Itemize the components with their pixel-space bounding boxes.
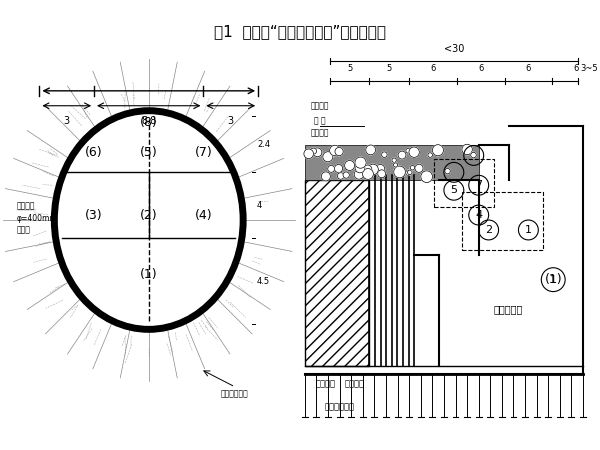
Text: 4: 4 xyxy=(475,210,482,220)
Text: φ=400mm: φ=400mm xyxy=(17,214,58,223)
Circle shape xyxy=(313,148,322,157)
Text: <30: <30 xyxy=(443,44,464,54)
Text: 7: 7 xyxy=(475,180,482,190)
Text: (5): (5) xyxy=(140,146,158,159)
Circle shape xyxy=(362,169,373,180)
Circle shape xyxy=(344,161,355,171)
Bar xyxy=(305,145,479,180)
Ellipse shape xyxy=(55,111,243,329)
Text: (4): (4) xyxy=(194,208,212,221)
Circle shape xyxy=(428,153,433,157)
Bar xyxy=(305,180,370,366)
Text: 置筋底层: 置筋底层 xyxy=(310,128,329,137)
Circle shape xyxy=(394,163,398,167)
Circle shape xyxy=(323,152,333,162)
Circle shape xyxy=(328,166,335,172)
Text: 8: 8 xyxy=(470,150,477,161)
Circle shape xyxy=(329,145,340,156)
Circle shape xyxy=(378,170,386,178)
Text: (1): (1) xyxy=(544,273,562,286)
Circle shape xyxy=(334,164,343,173)
Circle shape xyxy=(411,148,419,156)
Text: 水管棚: 水管棚 xyxy=(17,225,31,234)
Text: 4.5: 4.5 xyxy=(257,277,270,286)
Text: (2): (2) xyxy=(140,208,158,221)
Text: 5: 5 xyxy=(347,64,352,73)
Circle shape xyxy=(407,170,412,175)
Text: (1): (1) xyxy=(140,268,158,281)
Text: 图1  河底段“三台阶七步法”施工步序图: 图1 河底段“三台阶七步法”施工步序图 xyxy=(214,24,386,39)
Circle shape xyxy=(304,149,313,158)
Text: 2: 2 xyxy=(485,225,492,235)
Circle shape xyxy=(343,172,349,178)
Text: 初期支护: 初期支护 xyxy=(344,379,365,388)
Circle shape xyxy=(337,173,344,179)
Circle shape xyxy=(354,170,364,179)
Circle shape xyxy=(462,144,472,155)
Circle shape xyxy=(392,158,397,162)
Circle shape xyxy=(355,163,365,173)
Circle shape xyxy=(471,152,476,158)
Text: 仰 拱: 仰 拱 xyxy=(314,116,325,125)
Text: 2.4: 2.4 xyxy=(257,140,270,148)
Text: 4: 4 xyxy=(257,201,262,210)
Text: 3: 3 xyxy=(227,116,234,126)
Circle shape xyxy=(398,151,406,159)
Circle shape xyxy=(406,170,411,176)
Text: (3): (3) xyxy=(85,208,103,221)
Circle shape xyxy=(364,165,372,173)
Text: (7): (7) xyxy=(194,146,212,159)
Text: 6: 6 xyxy=(430,64,436,73)
Text: 8.8: 8.8 xyxy=(141,116,157,126)
Circle shape xyxy=(410,166,415,170)
Text: (8): (8) xyxy=(140,116,158,129)
Circle shape xyxy=(311,148,317,154)
Circle shape xyxy=(421,171,433,183)
Text: 初期支护: 初期支护 xyxy=(310,101,329,110)
Circle shape xyxy=(382,152,387,158)
Circle shape xyxy=(445,168,450,174)
Text: 6: 6 xyxy=(574,64,579,73)
Text: 系统洗射锚杆: 系统洗射锚杆 xyxy=(325,402,355,411)
Text: 6: 6 xyxy=(451,167,457,177)
Circle shape xyxy=(355,157,366,168)
Circle shape xyxy=(335,148,343,156)
Text: 5: 5 xyxy=(386,64,392,73)
Text: 二次衬砌: 二次衬砌 xyxy=(316,379,336,388)
Circle shape xyxy=(409,147,419,158)
Circle shape xyxy=(366,145,376,155)
Circle shape xyxy=(394,166,406,178)
Text: 1: 1 xyxy=(550,274,557,285)
Text: 复喷砼层: 复喷砼层 xyxy=(17,202,35,211)
Text: 钢架未示全: 钢架未示全 xyxy=(494,305,523,315)
Circle shape xyxy=(322,172,331,181)
Text: (6): (6) xyxy=(85,146,103,159)
Text: 6: 6 xyxy=(526,64,531,73)
Text: 5: 5 xyxy=(451,185,457,195)
Text: 3~5: 3~5 xyxy=(580,64,598,73)
Circle shape xyxy=(376,165,385,173)
Circle shape xyxy=(368,164,379,175)
Text: 1: 1 xyxy=(525,225,532,235)
Circle shape xyxy=(406,148,410,153)
Circle shape xyxy=(329,152,334,157)
Circle shape xyxy=(415,164,423,172)
Text: 3: 3 xyxy=(64,116,70,126)
Text: 6: 6 xyxy=(478,64,484,73)
Text: 系统洗射锚杆: 系统洗射锚杆 xyxy=(220,389,248,398)
Circle shape xyxy=(433,144,443,156)
